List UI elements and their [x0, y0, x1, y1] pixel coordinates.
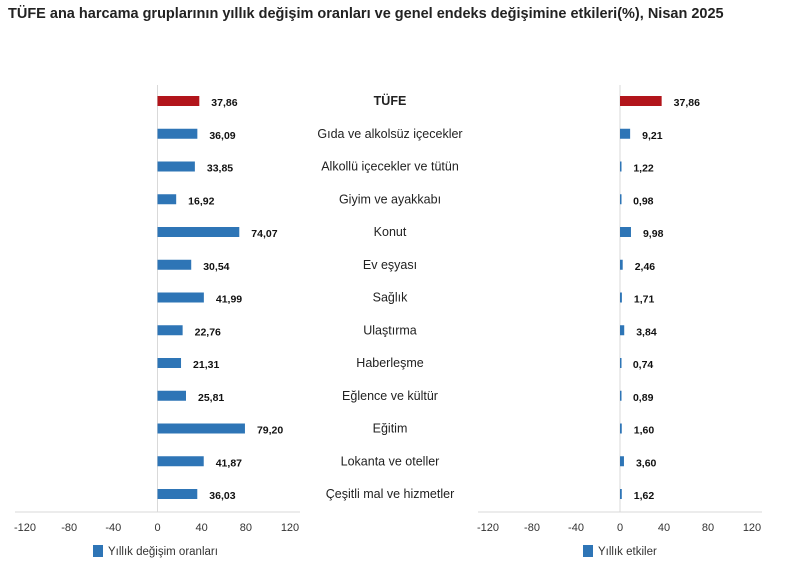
category-label: Alkollü içecekler ve tütün — [321, 160, 459, 174]
x-tick-label: 40 — [196, 522, 208, 534]
bar — [620, 489, 622, 499]
bar — [157, 423, 245, 434]
data-label: 37,86 — [211, 97, 237, 109]
x-tick-label: -40 — [105, 522, 121, 534]
bar — [157, 390, 186, 401]
data-label: 30,54 — [203, 261, 229, 273]
bar — [620, 194, 622, 205]
data-label: 1,71 — [634, 294, 655, 306]
data-label: 16,92 — [188, 195, 214, 207]
bar — [157, 489, 198, 499]
bar — [620, 227, 631, 237]
bar — [620, 358, 622, 368]
bar — [157, 292, 204, 303]
data-label: 21,31 — [193, 359, 219, 371]
category-label: Lokanta ve oteller — [341, 454, 440, 468]
data-label: 3,60 — [636, 457, 657, 469]
x-tick-label: 80 — [240, 522, 252, 534]
data-label: 3,84 — [636, 326, 657, 338]
category-label: Sağlık — [373, 291, 408, 305]
bar — [157, 128, 198, 139]
category-label: Haberleşme — [356, 356, 423, 370]
data-label: 74,07 — [251, 228, 277, 240]
bar — [620, 96, 662, 106]
bar — [157, 259, 192, 270]
chart-title: TÜFE ana harcama gruplarının yıllık deği… — [8, 6, 724, 22]
category-label: Eğlence ve kültür — [342, 389, 438, 403]
data-label: 0,89 — [633, 392, 654, 404]
legend-swatch — [93, 545, 103, 557]
x-tick-label: 120 — [281, 522, 299, 534]
category-label: Giyim ve ayakkabı — [339, 192, 441, 206]
category-label: Konut — [374, 225, 407, 239]
bar — [157, 456, 204, 467]
data-label: 36,09 — [209, 130, 235, 142]
bar — [157, 194, 177, 205]
bar — [620, 390, 622, 401]
data-label: 33,85 — [207, 163, 233, 175]
data-label: 1,62 — [634, 490, 655, 502]
category-label: TÜFE — [374, 93, 407, 108]
x-tick-label: -80 — [524, 522, 540, 534]
bar — [620, 423, 622, 434]
data-label: 9,98 — [643, 228, 664, 240]
x-tick-label: -80 — [61, 522, 77, 534]
data-label: 1,60 — [634, 425, 655, 437]
bar — [620, 292, 622, 303]
data-label: 0,98 — [633, 195, 654, 207]
legend-label: Yıllık etkiler — [598, 546, 657, 558]
data-label: 37,86 — [674, 97, 700, 109]
category-label: Ulaştırma — [363, 323, 417, 337]
bar — [157, 358, 182, 368]
bar — [157, 227, 240, 237]
legend-label: Yıllık değişim oranları — [108, 546, 218, 558]
data-label: 9,21 — [642, 130, 663, 142]
bar — [620, 456, 624, 467]
category-label: Çeşitli mal ve hizmetler — [326, 487, 455, 501]
bar — [157, 96, 200, 106]
x-tick-label: 40 — [658, 522, 670, 534]
data-label: 41,87 — [216, 457, 242, 469]
bar — [620, 161, 622, 172]
data-label: 25,81 — [198, 392, 224, 404]
data-label: 41,99 — [216, 294, 242, 306]
x-tick-label: 0 — [617, 522, 623, 534]
category-label: Ev eşyası — [363, 258, 417, 272]
data-label: 1,22 — [633, 163, 654, 175]
x-tick-label: -120 — [477, 522, 499, 534]
x-tick-label: 80 — [702, 522, 714, 534]
bar — [157, 161, 195, 172]
category-label: Gıda ve alkolsüz içecekler — [317, 127, 462, 141]
data-label: 0,74 — [633, 359, 654, 371]
bar — [157, 325, 183, 336]
category-label: Eğitim — [373, 422, 408, 436]
x-tick-label: -40 — [568, 522, 584, 534]
x-tick-label: -120 — [14, 522, 36, 534]
bar — [620, 325, 625, 336]
bar — [620, 259, 623, 270]
x-tick-label: 120 — [743, 522, 761, 534]
data-label: 22,76 — [195, 326, 221, 338]
data-label: 2,46 — [635, 261, 656, 273]
bar — [620, 128, 631, 139]
data-label: 79,20 — [257, 425, 283, 437]
x-tick-label: 0 — [154, 522, 160, 534]
legend-swatch — [583, 545, 593, 557]
data-label: 36,03 — [209, 490, 235, 502]
